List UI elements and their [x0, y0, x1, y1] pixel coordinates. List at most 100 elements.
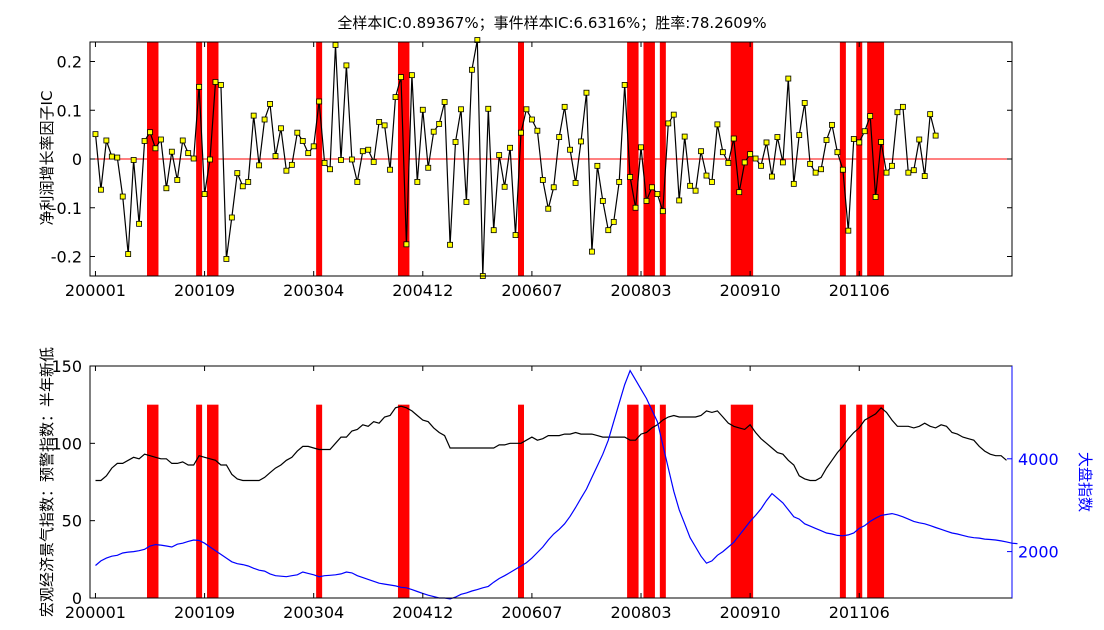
data-point [823, 137, 830, 143]
data-point [627, 174, 634, 180]
data-point [638, 144, 644, 151]
data-point [736, 189, 743, 196]
data-point [872, 194, 879, 200]
data-point [719, 149, 726, 156]
data-point [359, 148, 366, 155]
data-point [774, 134, 781, 140]
highlight-bar [643, 404, 655, 598]
x-axis-ticks: 200001 200109 200304 200412 200607 200803 2009… [65, 42, 890, 300]
data-point [305, 150, 312, 157]
data-point [338, 157, 344, 163]
data-point [856, 139, 863, 146]
data-point [381, 122, 388, 129]
highlight-bar [659, 404, 666, 598]
data-point [834, 149, 841, 156]
data-point [932, 132, 939, 139]
data-point [114, 154, 121, 161]
data-point [512, 232, 519, 238]
y-right-tick-label: 2000 [1018, 543, 1059, 562]
data-point [829, 121, 835, 128]
y-right-tick-label: 4000 [1018, 450, 1059, 469]
data-point [681, 133, 688, 140]
data-point [452, 139, 459, 145]
data-point [741, 159, 748, 166]
data-point [441, 99, 448, 105]
data-point [605, 227, 612, 234]
data-point [556, 134, 563, 140]
highlight-bar [207, 404, 219, 598]
highlight-bar [196, 404, 203, 598]
data-point [730, 135, 737, 142]
data-point [747, 151, 754, 158]
data-point [185, 150, 192, 157]
data-point [163, 185, 170, 192]
data-point [425, 164, 432, 171]
data-point [763, 139, 770, 146]
data-point [327, 166, 333, 173]
x-tick-label: 200001 [65, 281, 126, 300]
highlight-bar [856, 404, 863, 598]
data-point [850, 136, 857, 142]
data-point [365, 146, 372, 153]
data-point [654, 191, 661, 198]
x-tick-label: 200607 [501, 603, 562, 622]
data-point [272, 153, 279, 159]
data-point [168, 148, 175, 155]
data-point [621, 82, 628, 88]
data-point [218, 82, 224, 88]
data-point [769, 173, 775, 180]
highlight-bar [147, 404, 159, 598]
data-point [414, 179, 421, 185]
data-point [485, 105, 492, 112]
data-point [878, 139, 884, 145]
x-tick-label: 200109 [174, 281, 235, 300]
data-point [223, 256, 230, 262]
highlight-bar [627, 404, 639, 598]
data-point [239, 183, 246, 190]
y-axis-ticks-right: 2000 4000 [1007, 450, 1059, 562]
series-line-0 [95, 405, 1007, 482]
highlight-bar [316, 404, 323, 598]
data-point [927, 111, 934, 118]
data-point [310, 143, 317, 150]
x-tick-label: 200803 [610, 281, 671, 300]
data-point [507, 144, 513, 151]
data-point [578, 138, 584, 145]
data-point [589, 248, 595, 255]
data-point [703, 172, 710, 179]
y-axis-ticks: 0.2 0.1 0 -0.1 -0.2 [51, 53, 1012, 267]
data-point [698, 148, 704, 155]
data-point [179, 137, 186, 144]
data-point [141, 138, 148, 144]
data-point [370, 159, 377, 165]
data-point [408, 72, 415, 79]
data-point [861, 128, 868, 135]
y-tick-label: 50 [62, 512, 82, 531]
highlight-bar [730, 404, 754, 598]
data-point [899, 103, 906, 110]
data-point [616, 179, 623, 185]
data-point [790, 180, 797, 187]
data-point [752, 155, 759, 162]
x-tick-label: 201106 [829, 281, 890, 300]
data-point [447, 241, 453, 248]
data-point [463, 198, 470, 205]
data-point [534, 127, 541, 134]
y-axis-label-right: 大盘指数 [1076, 452, 1094, 512]
data-point [867, 113, 874, 119]
chart-title: 全样本IC:0.89367%；事件样本IC:6.6316%；胜率:78.2609… [337, 14, 766, 32]
data-point [316, 98, 323, 105]
data-point [196, 83, 203, 90]
data-point [419, 106, 426, 113]
y-tick-label: 0 [72, 150, 82, 169]
data-point [490, 227, 497, 234]
data-point [256, 162, 263, 169]
data-point [496, 152, 503, 159]
x-tick-label: 200412 [392, 603, 453, 622]
data-point [228, 214, 235, 221]
data-point [398, 74, 404, 80]
data-point [299, 138, 306, 144]
y-tick-label: 100 [51, 434, 82, 453]
data-point [649, 184, 655, 191]
data-point [894, 109, 901, 116]
